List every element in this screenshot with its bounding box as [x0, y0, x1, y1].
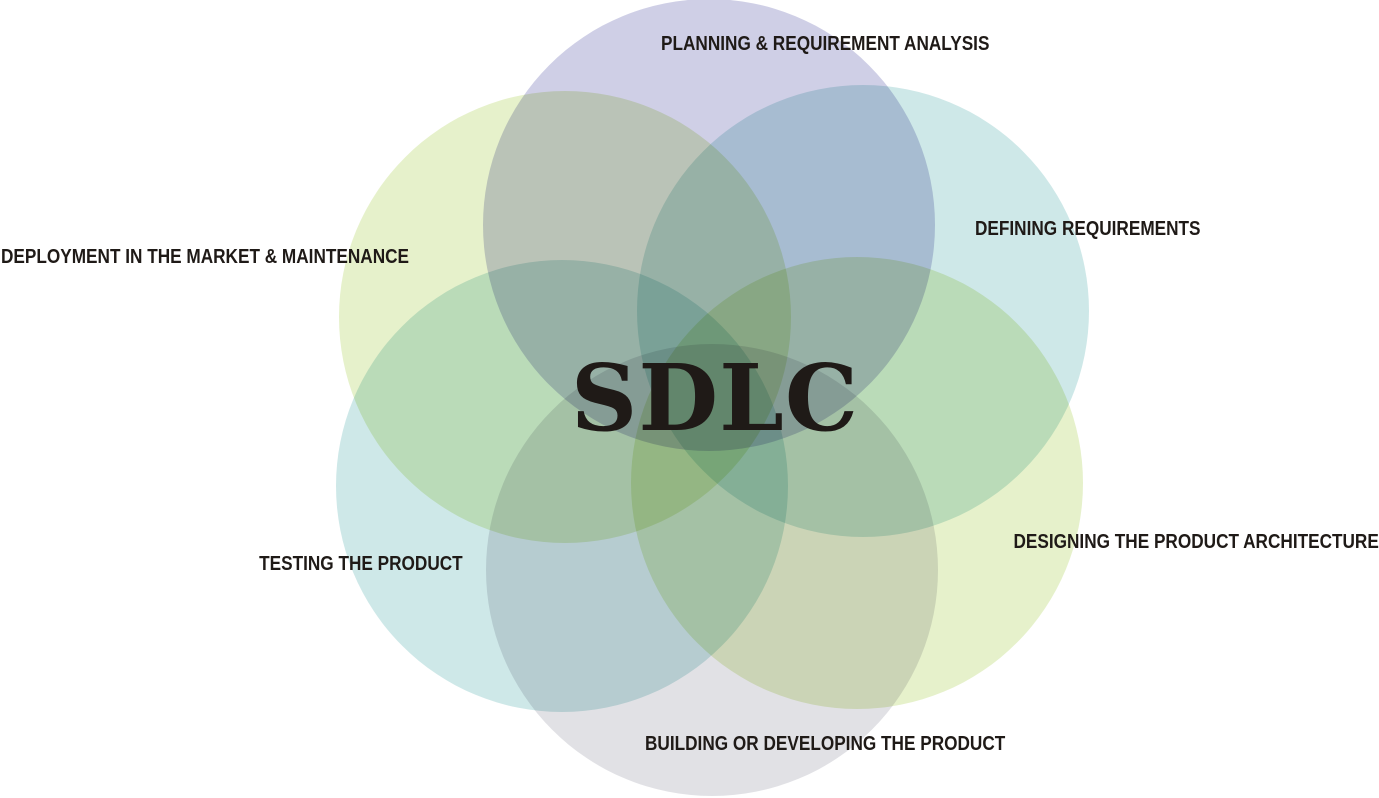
stage-label-defining: DEFINING REQUIREMENTS	[975, 218, 1201, 240]
stage-label-testing: TESTING THE PRODUCT	[259, 553, 463, 575]
stage-label-planning: PLANNING & REQUIREMENT ANALYSIS	[661, 33, 990, 55]
center-title: SDLC	[570, 344, 860, 452]
stage-label-building: BUILDING OR DEVELOPING THE PRODUCT	[645, 733, 1006, 755]
stage-label-designing: DESIGNING THE PRODUCT ARCHITECTURE	[1013, 531, 1379, 553]
stage-circle-deployment	[339, 91, 791, 543]
stage-label-deployment: DEPLOYMENT IN THE MARKET & MAINTENANCE	[1, 246, 410, 268]
